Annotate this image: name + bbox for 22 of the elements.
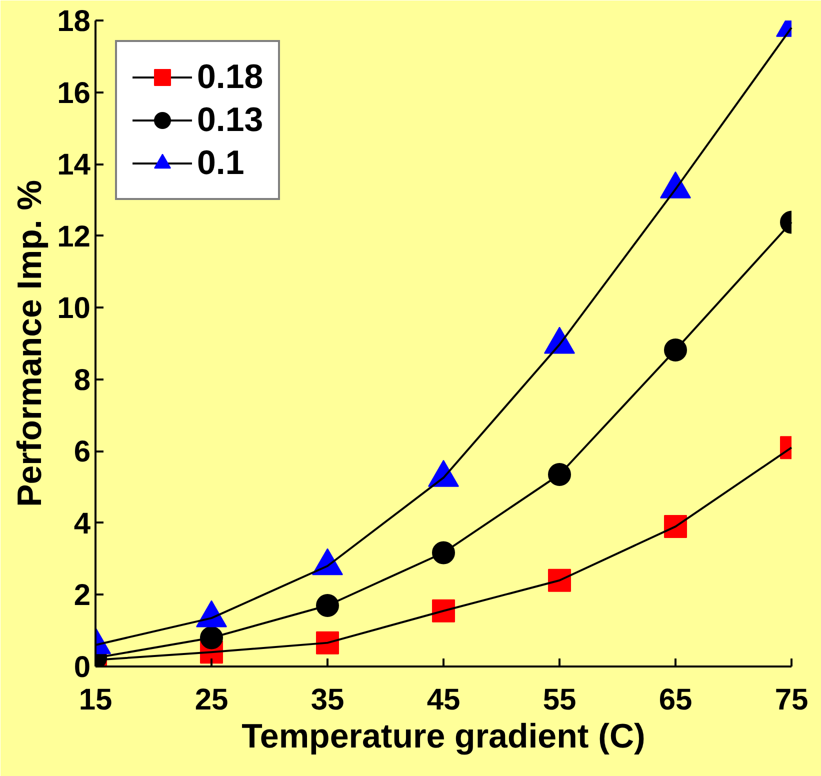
x-tick-label: 35 xyxy=(310,684,344,716)
y-tick-label: 14 xyxy=(57,148,91,182)
legend-label: 0.1 xyxy=(197,144,244,182)
legend-label: 0.18 xyxy=(197,58,264,96)
y-tick-label: 8 xyxy=(74,364,91,397)
x-tick-label: 15 xyxy=(78,684,112,716)
x-tick-label: 55 xyxy=(542,684,576,716)
y-tick-label: 0 xyxy=(74,651,91,684)
y-tick-label: 12 xyxy=(57,220,91,254)
y-tick-label: 10 xyxy=(57,292,91,326)
x-tick-label: 65 xyxy=(658,684,692,716)
y-tick-label: 18 xyxy=(57,5,91,38)
legend-label: 0.13 xyxy=(197,100,264,140)
y-tick-label: 4 xyxy=(74,507,91,540)
y-tick-label: 6 xyxy=(74,436,91,469)
x-tick-label: 25 xyxy=(194,684,228,716)
y-axis-title: Performance Imp. % xyxy=(11,180,50,507)
x-tick-label: 45 xyxy=(426,684,460,716)
x-tick-label: 75 xyxy=(774,684,808,716)
x-axis-title: Temperature gradient (C) xyxy=(242,718,646,756)
y-tick-label: 2 xyxy=(74,579,91,612)
y-tick-label: 16 xyxy=(57,76,91,110)
